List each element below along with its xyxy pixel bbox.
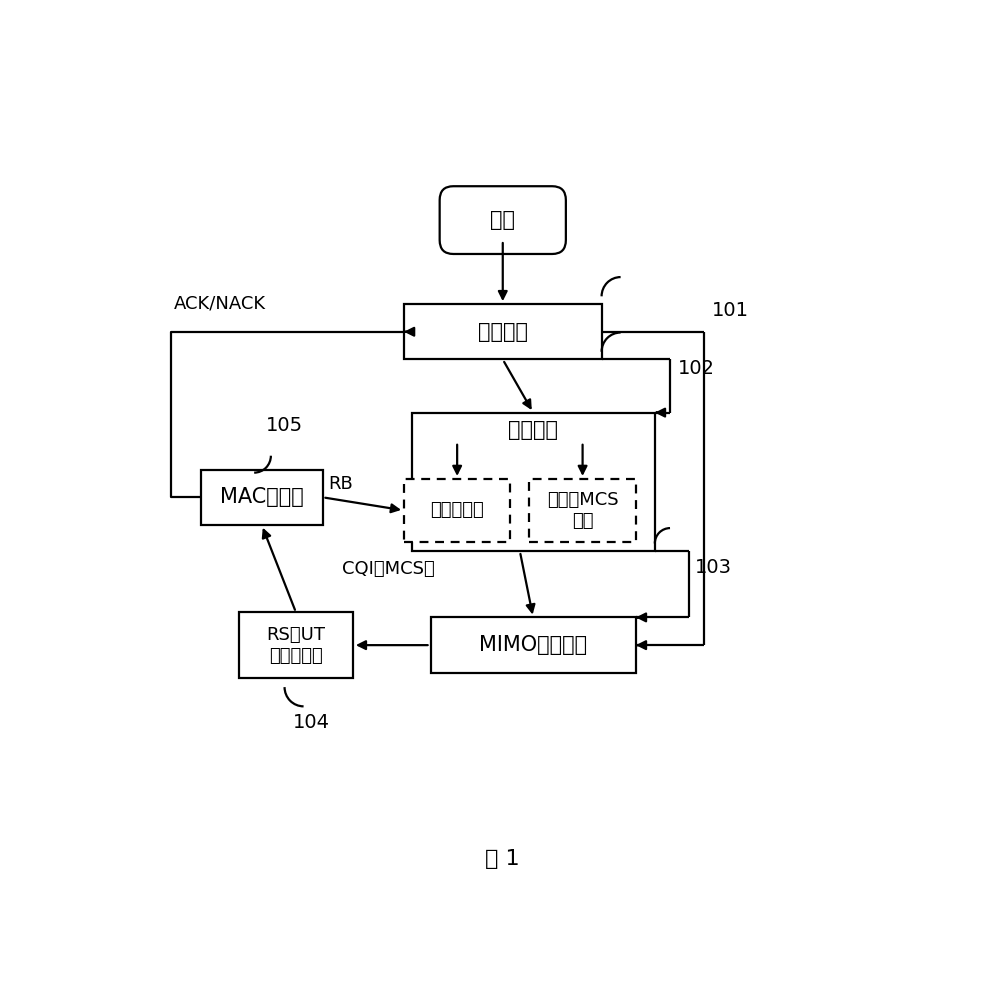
Bar bbox=[412, 413, 655, 551]
Text: 外环控制: 外环控制 bbox=[478, 322, 528, 342]
Text: 101: 101 bbox=[712, 301, 749, 320]
Text: 103: 103 bbox=[696, 558, 732, 577]
Text: 开始: 开始 bbox=[490, 210, 515, 230]
Bar bbox=[239, 612, 353, 678]
Text: ACK/NACK: ACK/NACK bbox=[175, 294, 267, 312]
Text: RS或UT
测量与反馈: RS或UT 测量与反馈 bbox=[267, 626, 326, 665]
Text: MAC调度器: MAC调度器 bbox=[220, 487, 304, 507]
Bar bbox=[431, 617, 636, 673]
Bar bbox=[530, 479, 636, 542]
Text: 模式内MCS
选择: 模式内MCS 选择 bbox=[546, 491, 618, 530]
Bar bbox=[201, 470, 323, 525]
Text: 图 1: 图 1 bbox=[486, 849, 520, 869]
Text: 内环控制: 内环控制 bbox=[508, 420, 558, 440]
Text: CQI（MCS）: CQI（MCS） bbox=[341, 560, 435, 578]
FancyBboxPatch shape bbox=[439, 186, 566, 254]
Bar bbox=[404, 479, 510, 542]
Text: MIMO模式切换: MIMO模式切换 bbox=[479, 635, 588, 655]
Text: 104: 104 bbox=[292, 713, 330, 732]
Text: 模式间切换: 模式间切换 bbox=[431, 501, 484, 519]
Text: 105: 105 bbox=[266, 416, 303, 435]
Bar bbox=[404, 304, 601, 359]
Text: RB: RB bbox=[329, 475, 353, 493]
Text: 102: 102 bbox=[678, 359, 714, 378]
